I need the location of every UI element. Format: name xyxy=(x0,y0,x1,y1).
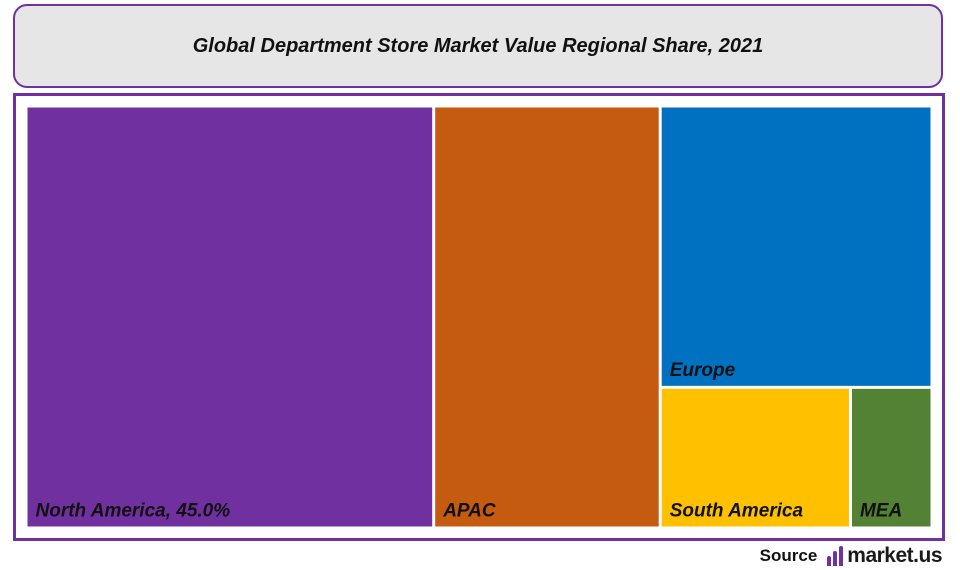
treemap-tile-north-america xyxy=(27,107,433,527)
treemap-label-mea: MEA xyxy=(860,501,902,522)
logo-brand-text: market.us xyxy=(847,544,942,567)
treemap-label-europe: Europe xyxy=(670,360,736,381)
treemap-tile-apac xyxy=(435,107,659,527)
treemap-tile-europe xyxy=(661,107,931,386)
source-label: Source xyxy=(759,546,818,565)
treemap-label-apac: APAC xyxy=(442,501,496,522)
chart-title-box: Global Department Store Market Value Reg… xyxy=(13,4,943,88)
treemap-frame: North America, 45.0% APAC Europe South Amer… xyxy=(13,93,945,541)
market-us-logo: market.us xyxy=(827,544,942,568)
source-attribution: Source market.us xyxy=(759,543,943,569)
logo-bars-icon xyxy=(827,546,844,566)
treemap-tile-mea xyxy=(851,388,931,527)
chart-title: Global Department Store Market Value Reg… xyxy=(192,34,764,57)
treemap-tile-south-america xyxy=(661,388,849,527)
treemap-label-south-america: South America xyxy=(670,501,804,522)
treemap-chart: North America, 45.0% APAC Europe South Amer… xyxy=(27,107,931,527)
treemap-label-north-america: North America, 45.0% xyxy=(36,501,231,522)
